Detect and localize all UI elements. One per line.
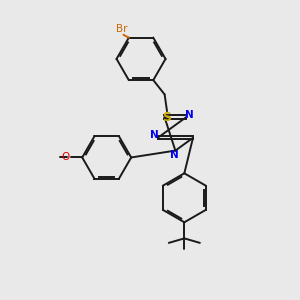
Text: Br: Br	[116, 24, 128, 34]
Text: N: N	[170, 150, 179, 160]
Text: O: O	[61, 152, 70, 163]
Text: N: N	[185, 110, 194, 120]
Text: S: S	[163, 111, 172, 124]
Text: N: N	[150, 130, 159, 140]
